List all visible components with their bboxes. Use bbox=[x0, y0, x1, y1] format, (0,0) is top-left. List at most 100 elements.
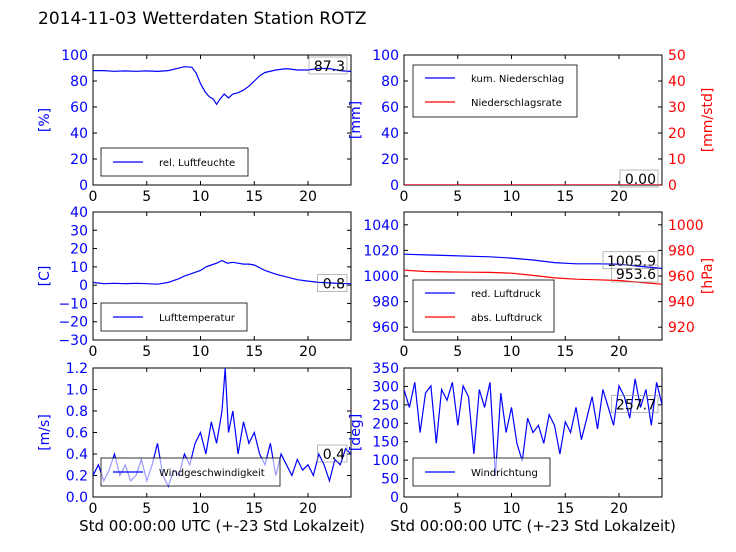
x-tick-label: 20 bbox=[299, 344, 317, 360]
y-tick-label: 40 bbox=[70, 205, 88, 221]
legend-label: Niederschlagsrate bbox=[471, 98, 562, 109]
y-tick-label: 80 bbox=[70, 74, 88, 90]
value-label-box bbox=[602, 251, 659, 270]
y-tick-label: 0.8 bbox=[66, 404, 88, 420]
x-tick-label: 5 bbox=[142, 501, 151, 517]
y-tick-label: 1.2 bbox=[66, 361, 88, 377]
y-tick-label: 250 bbox=[372, 398, 399, 414]
y-axis-label: [C] bbox=[37, 266, 53, 287]
legend-label: rel. Luftfeuchte bbox=[159, 158, 235, 169]
x-tick-label: 5 bbox=[142, 189, 151, 205]
y-tick-label: 300 bbox=[372, 379, 399, 395]
x-tick-label: 15 bbox=[556, 344, 574, 360]
x-tick-label: 0 bbox=[89, 501, 98, 517]
x-tick-label: 10 bbox=[503, 344, 521, 360]
y-right-tick-label: 960 bbox=[668, 269, 695, 285]
x-tick-label: 10 bbox=[192, 344, 210, 360]
y-right-tick-label: 20 bbox=[668, 126, 686, 142]
y-tick-label: 20 bbox=[381, 152, 399, 168]
y-tick-label: 100 bbox=[372, 48, 399, 64]
y-tick-label: 960 bbox=[372, 320, 399, 336]
panel-2: 0 5 10 15 20 0 20 40 60 80 100 0 10 20 30 40 50 [mm] [mm/s… bbox=[348, 48, 716, 205]
x-tick-label: 20 bbox=[610, 344, 628, 360]
y-tick-label: 1020 bbox=[363, 243, 399, 259]
legend: red. Luftdruck abs. Luftdruck bbox=[412, 279, 555, 333]
y-right-tick-label: 10 bbox=[668, 152, 686, 168]
legend: kum. Niederschlag Niederschlagsrate bbox=[412, 64, 578, 118]
y-right-tick-label: 920 bbox=[668, 320, 695, 336]
y-tick-label: 0.4 bbox=[66, 447, 88, 463]
x-tick-label: 5 bbox=[453, 189, 462, 205]
series-line-1 bbox=[93, 259, 351, 285]
y-tick-label: 30 bbox=[70, 223, 88, 239]
y-tick-label: 60 bbox=[70, 100, 88, 116]
legend-label: Windrichtung bbox=[471, 468, 538, 479]
value-label: 953.6 bbox=[616, 267, 656, 283]
y-tick-label: 200 bbox=[372, 416, 399, 432]
y-axis-label: [%] bbox=[37, 108, 53, 132]
chart-title: 2014-11-03 Wetterdaten Station ROTZ bbox=[38, 9, 367, 29]
panel-1: 0 5 10 15 20 0 20 40 60 80 100 [%] rel. Luftfeuchte 8… bbox=[37, 48, 352, 205]
value-label: 257.7 bbox=[616, 398, 656, 414]
series-line-1 bbox=[93, 66, 351, 106]
panel-5: 0 5 10 15 20 0.0 0.2 0.4 0.6 0.8 1.0 1.2 [m/s] Std 00… bbox=[37, 361, 365, 535]
series-line-1 bbox=[404, 253, 662, 269]
y-tick-label: 0 bbox=[390, 490, 399, 506]
x-tick-label: 0 bbox=[400, 344, 409, 360]
y-axis-right-label: [hPa] bbox=[700, 258, 716, 294]
x-tick-label: 20 bbox=[299, 501, 317, 517]
plot-frame bbox=[92, 211, 352, 341]
y-axis-label: [m/s] bbox=[37, 414, 53, 451]
x-tick-label: 20 bbox=[610, 501, 628, 517]
y-axis-label: [deg] bbox=[348, 414, 364, 451]
y-tick-label: 40 bbox=[70, 126, 88, 142]
y-axis-right-label: [mm/std] bbox=[700, 88, 716, 153]
y-tick-label: 10 bbox=[70, 260, 88, 276]
series-line-2 bbox=[404, 269, 662, 285]
legend-label: abs. Luftdruck bbox=[471, 313, 542, 324]
x-tick-label: 20 bbox=[610, 189, 628, 205]
legend: Lufttemperatur bbox=[100, 302, 248, 332]
value-label-box bbox=[317, 274, 348, 292]
y-right-tick-label: 40 bbox=[668, 74, 686, 90]
x-tick-label: 10 bbox=[503, 189, 521, 205]
value-label-box bbox=[611, 395, 659, 413]
value-label-box bbox=[619, 169, 659, 188]
value-label-box bbox=[308, 56, 348, 75]
y-tick-label: 60 bbox=[381, 100, 399, 116]
y-tick-label: 0.0 bbox=[66, 490, 88, 506]
legend-label: kum. Niederschlag bbox=[471, 74, 564, 85]
x-tick-label: 0 bbox=[400, 501, 409, 517]
y-tick-label: 980 bbox=[372, 295, 399, 311]
x-tick-label: 10 bbox=[503, 501, 521, 517]
legend-box bbox=[412, 279, 555, 333]
legend-label: red. Luftdruck bbox=[471, 289, 541, 300]
y-tick-label: 100 bbox=[61, 48, 88, 64]
y-tick-label: 1040 bbox=[363, 218, 399, 234]
x-axis-label: Std 00:00:00 UTC (+-23 Std Lokalzeit) bbox=[79, 517, 365, 535]
y-tick-label: 0.2 bbox=[66, 469, 88, 485]
x-axis-label: Std 00:00:00 UTC (+-23 Std Lokalzeit) bbox=[390, 517, 676, 535]
x-tick-label: 15 bbox=[245, 189, 263, 205]
y-tick-label: −20 bbox=[58, 315, 88, 331]
y-tick-label: 1000 bbox=[363, 269, 399, 285]
x-tick-label: 15 bbox=[556, 501, 574, 517]
panel-4: 0 5 10 15 20 960 980 1000 1020 1040 920 940 960 980 10… bbox=[363, 211, 716, 360]
x-tick-label: 20 bbox=[299, 189, 317, 205]
y-tick-label: 150 bbox=[372, 435, 399, 451]
series-line-1 bbox=[404, 378, 662, 476]
y-right-tick-label: 50 bbox=[668, 48, 686, 64]
y-right-tick-label: 30 bbox=[668, 100, 686, 116]
plot-frame bbox=[403, 367, 663, 498]
y-tick-label: 20 bbox=[70, 152, 88, 168]
y-tick-label: 0 bbox=[390, 178, 399, 194]
y-tick-label: 40 bbox=[381, 126, 399, 142]
x-tick-label: 0 bbox=[89, 189, 98, 205]
x-tick-label: 5 bbox=[453, 344, 462, 360]
value-label: 0.4 bbox=[323, 447, 345, 463]
legend-label: Windgeschwindigkeit bbox=[159, 468, 265, 479]
x-tick-label: 15 bbox=[245, 501, 263, 517]
x-tick-label: 5 bbox=[142, 344, 151, 360]
y-tick-label: −30 bbox=[58, 333, 88, 349]
